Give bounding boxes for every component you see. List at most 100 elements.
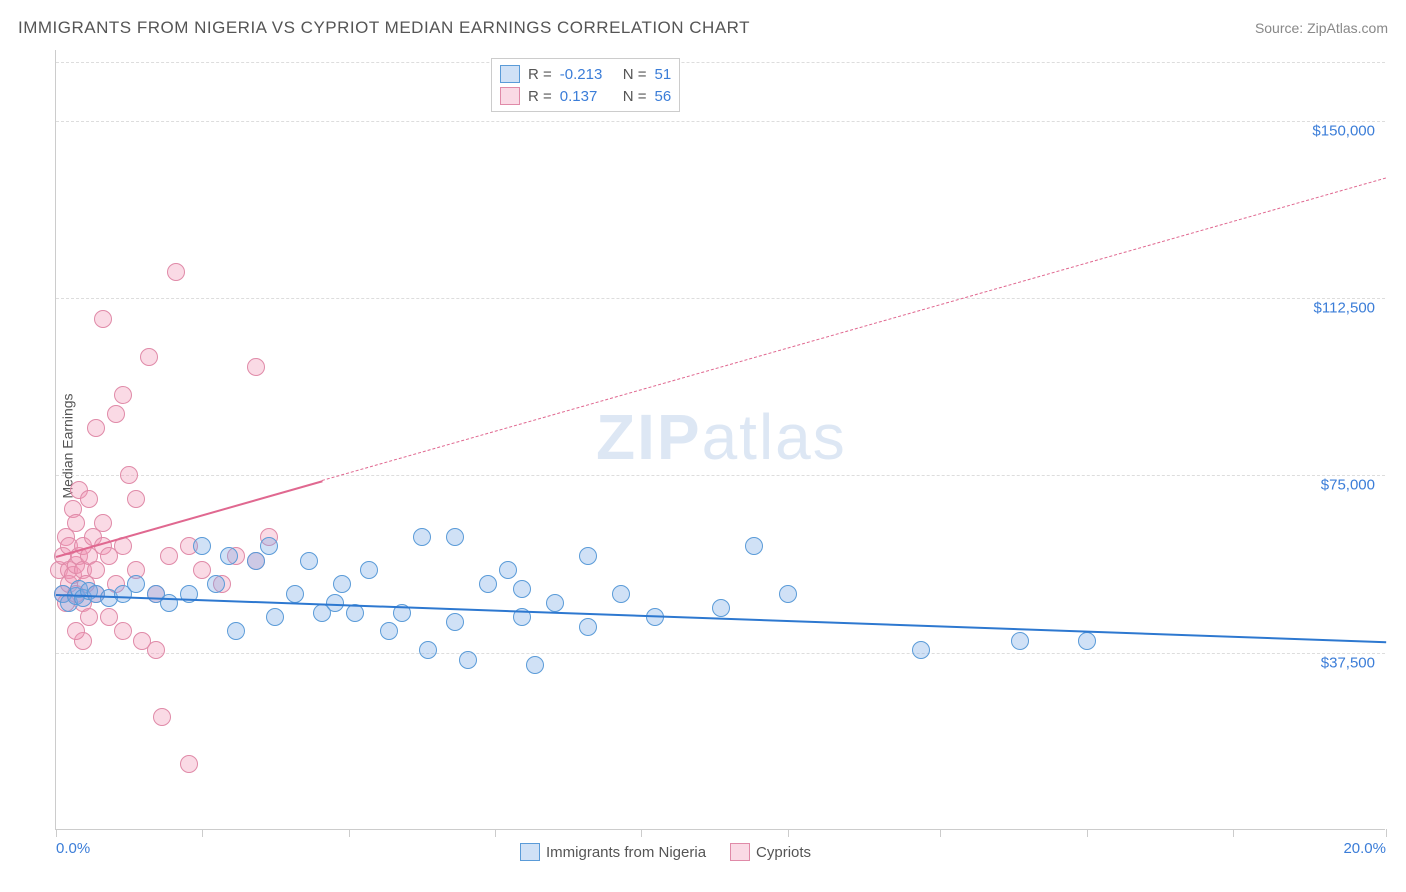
data-point [207, 575, 225, 593]
legend-label-cypriots: Cypriots [756, 844, 811, 861]
watermark-bold: ZIP [596, 401, 702, 473]
x-tick [641, 829, 642, 837]
data-point [80, 608, 98, 626]
data-point [247, 552, 265, 570]
gridline-h [56, 653, 1385, 654]
x-tick-label: 0.0% [56, 840, 90, 857]
data-point [266, 608, 284, 626]
gridline-h [56, 121, 1385, 122]
n-value: 51 [655, 66, 672, 83]
x-tick [940, 829, 941, 837]
watermark: ZIPatlas [596, 400, 847, 474]
data-point [612, 585, 630, 603]
n-value: 56 [655, 88, 672, 105]
r-value: -0.213 [560, 66, 615, 83]
r-label: R = [528, 66, 552, 83]
r-value: 0.137 [560, 88, 615, 105]
data-point [446, 528, 464, 546]
gridline-h [56, 298, 1385, 299]
r-label: R = [528, 88, 552, 105]
data-point [100, 608, 118, 626]
data-point [513, 580, 531, 598]
data-point [712, 599, 730, 617]
x-tick [202, 829, 203, 837]
x-tick [56, 829, 57, 837]
y-tick-label: $37,500 [1321, 654, 1375, 671]
x-tick [788, 829, 789, 837]
data-point [94, 310, 112, 328]
data-point [120, 466, 138, 484]
data-point [380, 622, 398, 640]
data-point [193, 561, 211, 579]
trendline [322, 178, 1386, 482]
data-point [413, 528, 431, 546]
data-point [260, 537, 278, 555]
data-point [1078, 632, 1096, 650]
x-tick [1386, 829, 1387, 837]
swatch-icon [500, 87, 520, 105]
source-label: Source: ZipAtlas.com [1255, 20, 1388, 36]
gridline-h [56, 62, 1385, 63]
data-point [180, 755, 198, 773]
legend-bottom: Immigrants from Nigeria Cypriots [520, 843, 811, 861]
plot-area: ZIPatlas $37,500 $75,000 $112,500 $150,000 0… [55, 50, 1385, 830]
gridline-h [56, 475, 1385, 476]
data-point [114, 622, 132, 640]
data-point [579, 547, 597, 565]
y-tick-label: $75,000 [1321, 477, 1375, 494]
x-tick [349, 829, 350, 837]
n-label: N = [623, 66, 647, 83]
swatch-icon [500, 65, 520, 83]
watermark-light: atlas [702, 401, 847, 473]
data-point [419, 641, 437, 659]
legend-label-nigeria: Immigrants from Nigeria [546, 844, 706, 861]
data-point [94, 514, 112, 532]
x-tick [1087, 829, 1088, 837]
y-tick-label: $112,500 [1314, 300, 1375, 317]
legend-item-cypriots: Cypriots [730, 843, 811, 861]
data-point [80, 490, 98, 508]
data-point [127, 490, 145, 508]
data-point [87, 419, 105, 437]
chart-title: IMMIGRANTS FROM NIGERIA VS CYPRIOT MEDIA… [18, 18, 750, 38]
data-point [499, 561, 517, 579]
legend-stats-row: R = 0.137 N = 56 [500, 85, 671, 107]
data-point [220, 547, 238, 565]
data-point [333, 575, 351, 593]
data-point [87, 561, 105, 579]
data-point [114, 386, 132, 404]
data-point [140, 348, 158, 366]
data-point [147, 641, 165, 659]
data-point [479, 575, 497, 593]
data-point [745, 537, 763, 555]
data-point [167, 263, 185, 281]
data-point [360, 561, 378, 579]
data-point [227, 622, 245, 640]
data-point [579, 618, 597, 636]
data-point [160, 547, 178, 565]
data-point [67, 622, 85, 640]
data-point [107, 405, 125, 423]
data-point [67, 514, 85, 532]
data-point [300, 552, 318, 570]
x-tick [495, 829, 496, 837]
x-tick [1233, 829, 1234, 837]
data-point [779, 585, 797, 603]
data-point [160, 594, 178, 612]
data-point [193, 537, 211, 555]
x-tick-label: 20.0% [1343, 840, 1386, 857]
n-label: N = [623, 88, 647, 105]
y-tick-label: $150,000 [1312, 122, 1375, 139]
data-point [446, 613, 464, 631]
swatch-nigeria [520, 843, 540, 861]
legend-item-nigeria: Immigrants from Nigeria [520, 843, 706, 861]
data-point [526, 656, 544, 674]
data-point [247, 358, 265, 376]
legend-stats: R = -0.213 N = 51 R = 0.137 N = 56 [491, 58, 680, 112]
legend-stats-row: R = -0.213 N = 51 [500, 63, 671, 85]
data-point [1011, 632, 1029, 650]
data-point [912, 641, 930, 659]
data-point [286, 585, 304, 603]
data-point [153, 708, 171, 726]
swatch-cypriots [730, 843, 750, 861]
